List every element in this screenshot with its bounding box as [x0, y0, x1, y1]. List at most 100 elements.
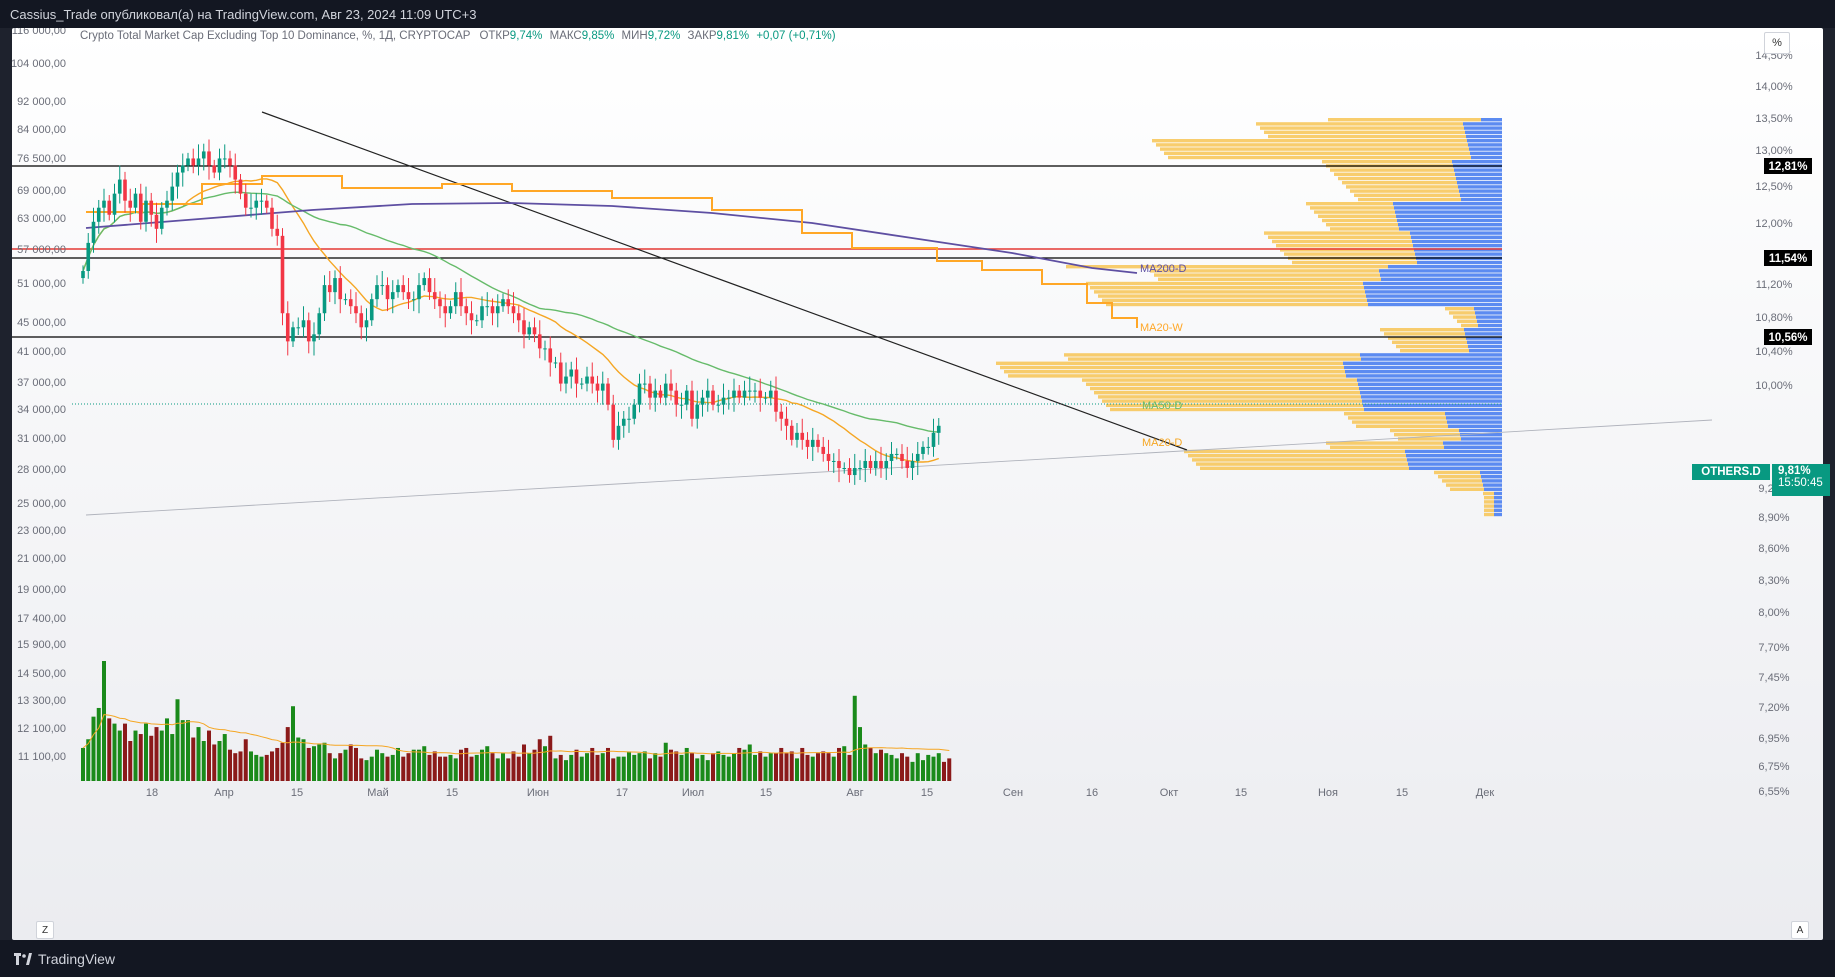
profile-bar-blue — [1394, 206, 1502, 210]
profile-bar-blue — [1364, 286, 1502, 290]
profile-bar-blue — [1468, 143, 1502, 147]
candle-body — [259, 200, 264, 202]
legend-low-label: МИН — [621, 30, 648, 42]
profile-bar-blue — [1478, 323, 1502, 328]
volume-bar — [175, 699, 180, 781]
profile-bar-orange — [1392, 340, 1467, 344]
profile-bar-orange — [1326, 441, 1443, 445]
brand-name: TradingView — [38, 950, 116, 967]
left-axis-tick: 37 000,00 — [17, 377, 66, 389]
candle-body — [616, 425, 621, 440]
profile-bar-blue — [1346, 374, 1502, 378]
profile-bar-blue — [1343, 361, 1502, 365]
zoom-button[interactable]: Z — [36, 921, 54, 939]
volume-bar — [774, 753, 778, 781]
left-axis-tick: 51 000,00 — [17, 278, 66, 290]
profile-bar-blue — [1415, 252, 1502, 256]
profile-bar-blue — [1381, 277, 1502, 281]
profile-bar-blue — [1366, 294, 1502, 298]
profile-bar-orange — [1450, 487, 1484, 491]
time-axis-tick: 15 — [1396, 787, 1408, 799]
profile-bar-orange — [1334, 172, 1455, 176]
volume-bar — [369, 756, 374, 781]
chart-panel[interactable]: 116 000,00 104 000,00 92 000,00 84 000,00 76… — [12, 28, 1830, 940]
profile-bar-blue — [1364, 407, 1502, 412]
profile-bar-blue — [1477, 319, 1502, 323]
candle-body — [501, 299, 505, 307]
downtrend-line — [261, 111, 1188, 451]
volume-bar — [705, 760, 710, 781]
candle-body — [921, 446, 925, 454]
right-axis-tick: 7,20% — [1758, 702, 1789, 714]
volume-bar — [138, 734, 143, 781]
volume-bar — [879, 749, 883, 781]
volume-bar — [637, 753, 642, 781]
candle-body — [658, 390, 663, 398]
profile-bar-orange — [1064, 353, 1360, 357]
volume-bar — [564, 760, 568, 781]
volume-bar — [621, 756, 626, 781]
volume-bar — [847, 754, 852, 781]
profile-bar-orange — [1260, 126, 1464, 130]
volume-bar — [480, 749, 484, 781]
volume-bar — [343, 749, 348, 781]
candle-body — [364, 320, 369, 328]
auto-scale-button[interactable]: A — [1791, 921, 1809, 939]
candle-body — [642, 383, 647, 385]
profile-bar-blue — [1484, 487, 1502, 491]
candle-body — [438, 299, 442, 307]
volume-bar — [506, 758, 511, 781]
profile-bar-blue — [1357, 378, 1502, 382]
volume-bar — [936, 753, 941, 781]
profile-bar-blue — [1361, 395, 1502, 399]
percent-scale-button[interactable]: % — [1764, 32, 1790, 54]
candle-body — [863, 460, 868, 469]
profile-bar-orange — [1322, 218, 1397, 223]
volume-bar — [212, 744, 217, 781]
volume-bar — [296, 737, 301, 781]
profile-bar-blue — [1467, 139, 1502, 143]
right-axis-tick: 14,00% — [1755, 81, 1793, 93]
level-badges: 12,81% 11,54% 10,56% — [1764, 158, 1812, 345]
profile-bar-blue — [1494, 504, 1502, 508]
volume-bar — [359, 758, 364, 781]
profile-bar-blue — [1483, 483, 1502, 487]
chart-canvas[interactable]: 116 000,00 104 000,00 92 000,00 84 000,00 76… — [12, 28, 1823, 940]
profile-bar-blue — [1360, 353, 1502, 357]
volume-bar — [606, 747, 610, 781]
time-axis-tick: Окт — [1160, 787, 1179, 799]
profile-bar-blue — [1379, 269, 1502, 273]
volume-bar — [238, 751, 243, 781]
volume-bar — [900, 753, 904, 781]
candle-body — [543, 348, 547, 350]
candle-body — [401, 285, 406, 293]
candle-body — [789, 425, 794, 440]
candle-body — [138, 193, 143, 222]
candle-body — [296, 327, 301, 329]
profile-bar-blue — [1457, 181, 1502, 185]
horizontal-levels — [12, 165, 1502, 405]
volume-bar — [543, 746, 547, 781]
volume-bar — [669, 749, 673, 781]
volume-bar — [569, 754, 574, 781]
volume-bar — [700, 754, 705, 781]
candle-body — [86, 242, 91, 272]
volume-profile — [996, 118, 1502, 517]
profile-bar-blue — [1363, 281, 1502, 286]
candle-body — [117, 179, 122, 194]
profile-bar-blue — [1460, 193, 1502, 197]
volume-bar — [737, 747, 742, 781]
volume-bar — [228, 749, 232, 781]
volume-bar — [810, 756, 815, 781]
tradingview-logo-icon[interactable] — [14, 952, 32, 965]
profile-bar-orange — [996, 361, 1343, 365]
candle-body — [569, 369, 574, 377]
profile-bar-orange — [1342, 181, 1457, 185]
right-axis-tick: 8,90% — [1758, 512, 1789, 524]
volume-bar — [600, 753, 605, 781]
left-axis-tick: 17 400,00 — [17, 613, 66, 625]
candle-body — [879, 460, 883, 469]
volume-bar — [800, 747, 805, 781]
candle-body — [585, 376, 589, 384]
candle-body — [800, 432, 805, 440]
